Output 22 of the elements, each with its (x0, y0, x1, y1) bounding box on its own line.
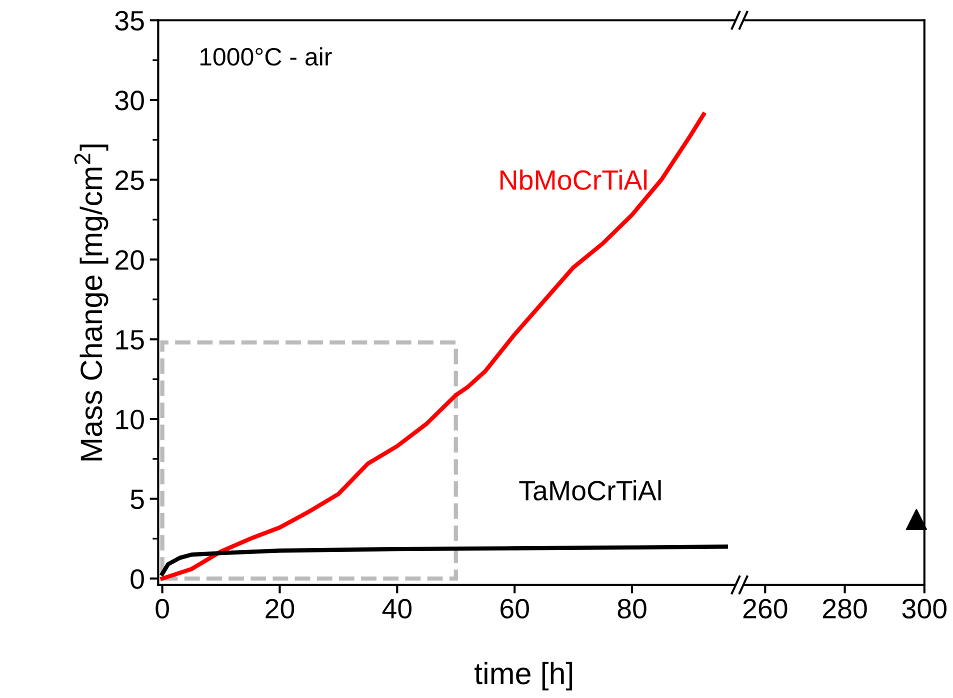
y-tick-label: 20 (116, 250, 144, 270)
line-series (160, 112, 706, 581)
y-tick-label: 0 (130, 569, 144, 589)
x-tick-label: 20 (266, 598, 294, 619)
y-tick-label: 25 (116, 170, 144, 190)
annotation: 1000°C - air (200, 47, 332, 66)
x-axis-title: time [h] (474, 662, 572, 690)
y-tick-label: 5 (130, 490, 144, 510)
y-tick-label: 15 (116, 330, 144, 350)
series-label: NbMoCrTiAl (500, 170, 647, 190)
series-label: TaMoCrTiAl (519, 480, 661, 500)
y-axis-title: Mass Change [mg/cm$^{2}$] (74, 144, 108, 460)
x-tick-label: 300 (902, 598, 946, 619)
x-tick-label: 80 (618, 598, 646, 619)
x-tick-label: 60 (500, 598, 529, 619)
y-tick-label: 35 (115, 10, 144, 31)
y-tick-label: 30 (115, 90, 144, 110)
x-tick-label: 280 (823, 598, 867, 619)
x-tick-label: 40 (382, 598, 412, 619)
x-tick-label: 260 (743, 598, 788, 619)
x-tick-label: 0 (156, 598, 169, 619)
y-tick-label: 10 (116, 410, 144, 430)
